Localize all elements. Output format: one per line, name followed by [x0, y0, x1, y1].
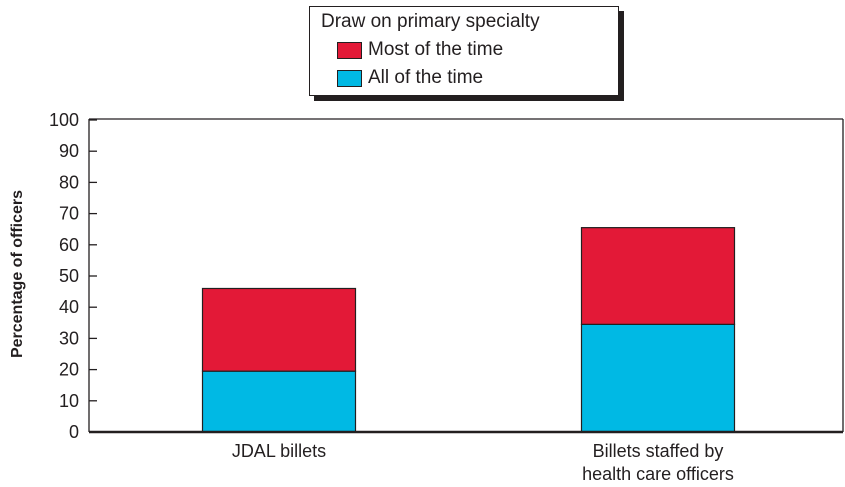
legend-title: Draw on primary specialty [321, 11, 540, 32]
legend-item-all-of-the-time: All of the time [337, 67, 483, 89]
bar-most-of-the-time-1 [201, 287, 357, 372]
y-tick-label-20: 20 [59, 360, 79, 380]
x-tick-label-2: Billets staffed by health care officers [582, 441, 734, 484]
legend-swatch-all-of-the-time [337, 69, 362, 87]
y-tick-label-100: 100 [49, 110, 79, 130]
bar-all-of-the-time-1 [201, 370, 357, 433]
y-tick-label-10: 10 [59, 391, 79, 411]
y-tick-label-90: 90 [59, 141, 79, 161]
y-tick-label-60: 60 [59, 235, 79, 255]
y-tick-label-30: 30 [59, 328, 79, 348]
legend: Draw on primary specialty Most of the ti… [309, 6, 619, 96]
y-tick-label-80: 80 [59, 172, 79, 192]
y-tick-label-0: 0 [69, 422, 79, 442]
legend-label-all-of-the-time: All of the time [368, 67, 484, 88]
legend-item-most-of-the-time: Most of the time [337, 39, 503, 61]
y-axis-label: Percentage of officers [9, 190, 26, 358]
bar-most-of-the-time-2 [580, 227, 736, 325]
legend-label-most-of-the-time: Most of the time [368, 39, 504, 60]
bar-all-of-the-time-2 [580, 323, 736, 433]
y-tick-label-70: 70 [59, 204, 79, 224]
plot-area: JDAL billets Billets staffed by health car… [49, 110, 844, 484]
x-tick-label-1: JDAL billets [232, 441, 326, 461]
y-tick-label-50: 50 [59, 266, 79, 286]
legend-swatch-most-of-the-time [337, 41, 362, 59]
y-tick-label-40: 40 [59, 297, 79, 317]
